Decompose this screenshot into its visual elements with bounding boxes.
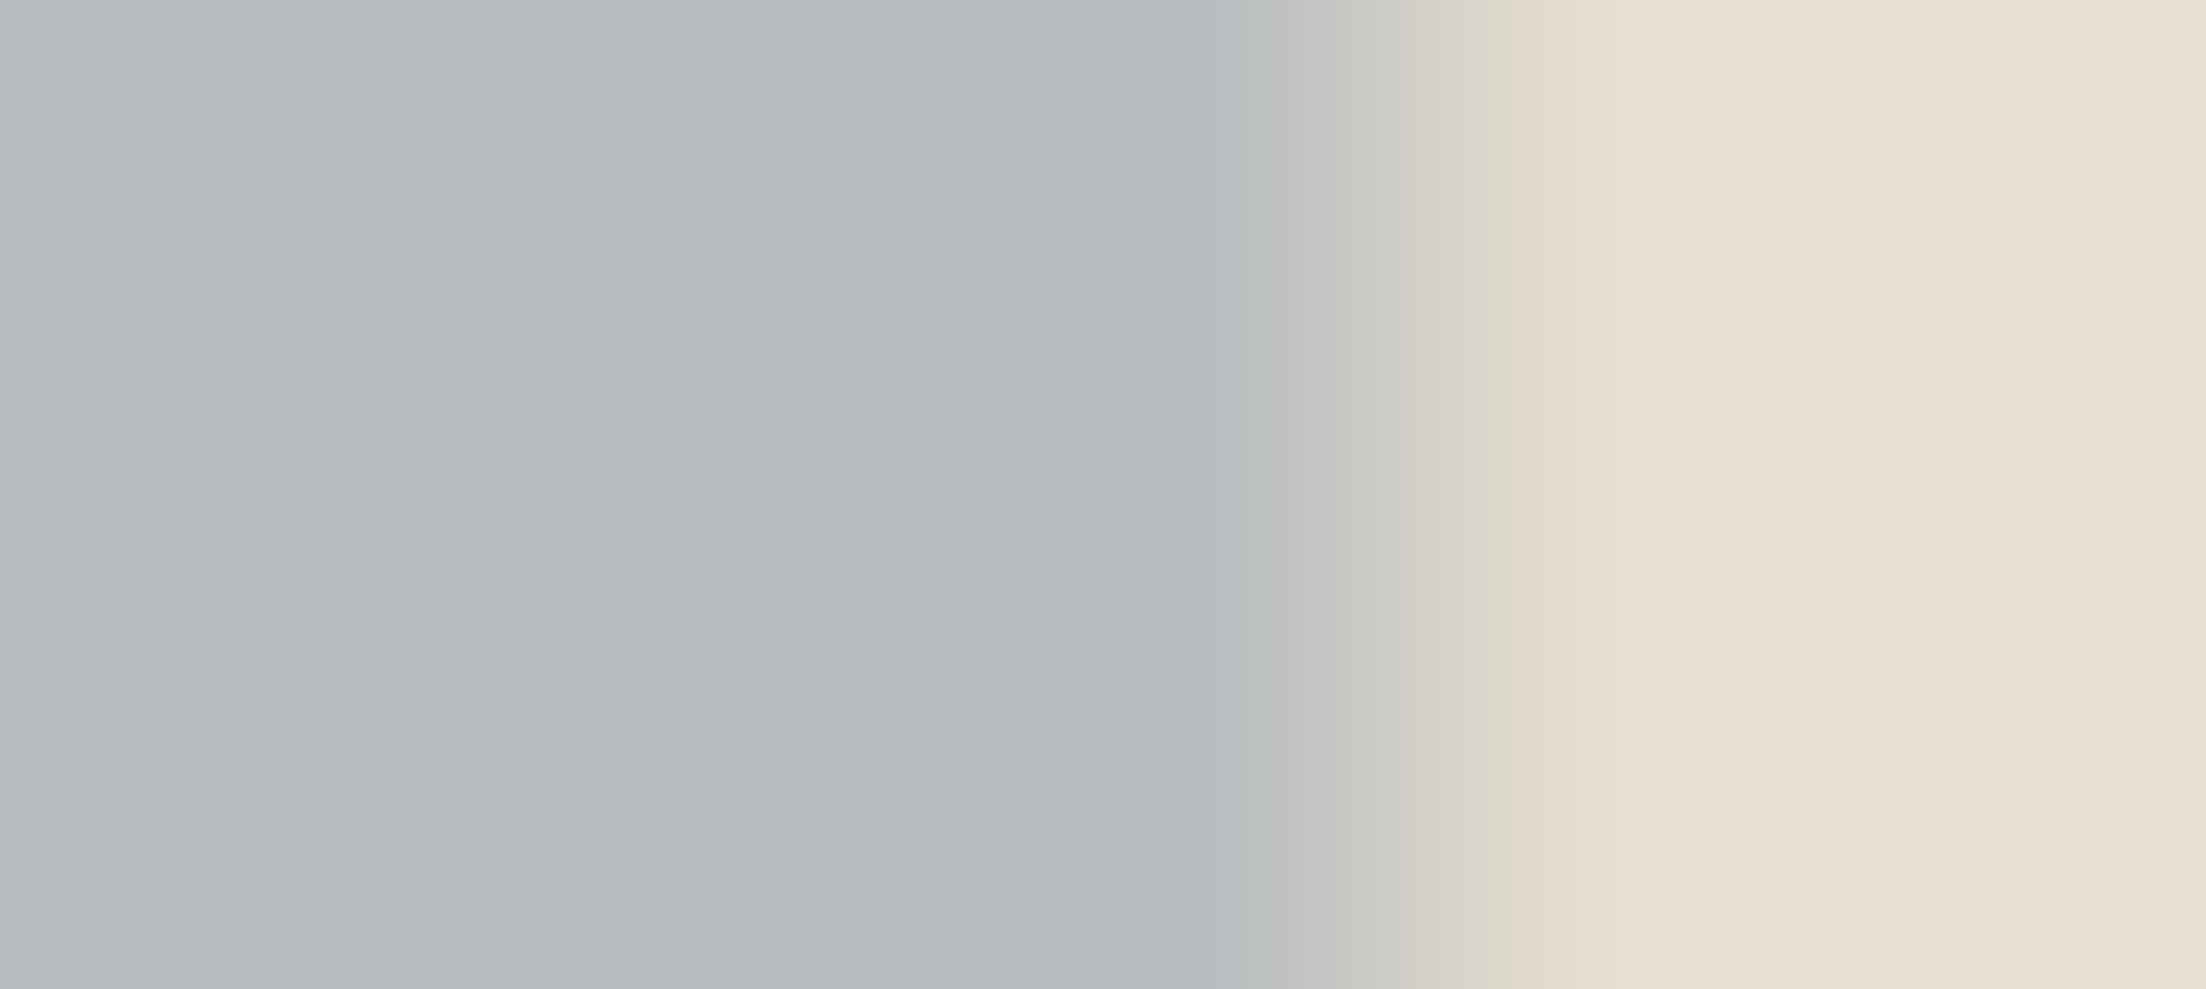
Text: 33.18 kJ/mol: 33.18 kJ/mol bbox=[326, 445, 675, 499]
Text: b) −123.43: b) −123.43 bbox=[326, 586, 642, 640]
Text: 6.  One of the reactions that occurs in air pollution is: 6. One of the reactions that occurs in a… bbox=[326, 152, 1915, 207]
Text: c) −114.14: c) −114.14 bbox=[326, 655, 638, 709]
Text: 2 NO + O₂ → 2 NO₂ (all gases)  What is the enthalpy change of: 2 NO + O₂ → 2 NO₂ (all gases) What is th… bbox=[326, 259, 2067, 313]
Text: a) +123.43: a) +123.43 bbox=[326, 518, 642, 572]
Text: e) +246.86: e) +246.86 bbox=[326, 792, 642, 846]
Text: this reaction in kJ?  ΔHᶠ° (NO) = 90.25 kJ/mol, ΔHᶠ° (NO₂) =: this reaction in kJ? ΔHᶠ° (NO) = 90.25 k… bbox=[326, 366, 1963, 419]
Text: d) +114.14: d) +114.14 bbox=[326, 723, 642, 777]
